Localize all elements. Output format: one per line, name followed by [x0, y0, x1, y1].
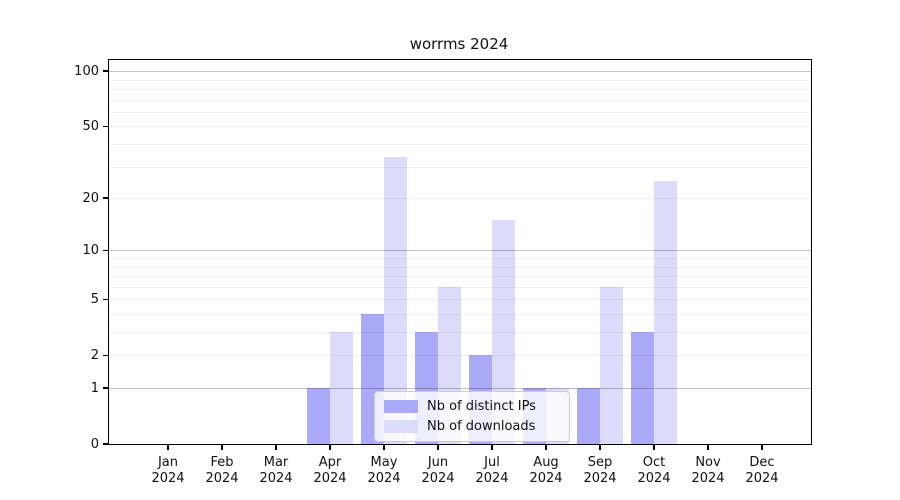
x-tick-year: 2024 — [421, 471, 455, 486]
minor-gridline — [109, 89, 811, 90]
minor-gridline — [109, 111, 811, 113]
x-tick-label: Aug 2024 — [514, 455, 578, 487]
x-tick-month: Jun — [427, 455, 449, 470]
y-tick-mark — [102, 298, 108, 300]
y-tick-label: 50 — [82, 118, 99, 134]
x-tick-year: 2024 — [691, 471, 725, 486]
bar-distinct-ips — [577, 388, 600, 444]
x-tick-label: Apr 2024 — [298, 455, 362, 487]
minor-gridline — [109, 266, 811, 268]
y-tick-label: 0 — [90, 436, 99, 452]
x-tick-label: Sep 2024 — [568, 455, 632, 487]
x-tick-mark — [167, 445, 169, 450]
x-tick-label: May 2024 — [352, 455, 416, 487]
x-tick-month: Dec — [749, 455, 775, 470]
legend-item-distinct-ips: Nb of distinct IPs — [384, 399, 560, 414]
x-tick-year: 2024 — [637, 471, 671, 486]
y-tick-label: 20 — [82, 190, 99, 206]
x-tick-mark — [329, 445, 331, 450]
minor-gridline — [109, 198, 811, 200]
x-tick-mark — [545, 445, 547, 450]
y-tick-mark — [102, 70, 108, 72]
minor-gridline — [109, 126, 811, 128]
x-tick-year: 2024 — [529, 471, 563, 486]
y-tick-mark — [102, 125, 108, 128]
major-gridline — [109, 250, 811, 252]
y-tick-mark — [102, 387, 108, 389]
x-tick-mark — [221, 445, 223, 450]
x-tick-mark — [707, 445, 709, 450]
x-tick-label: Feb 2024 — [190, 455, 254, 487]
x-tick-month: Jul — [484, 455, 500, 470]
x-tick-mark — [383, 445, 385, 450]
minor-gridline — [109, 166, 811, 168]
x-tick-label: Oct 2024 — [622, 455, 686, 487]
x-tick-mark — [491, 445, 493, 450]
bar-downloads — [492, 220, 515, 444]
distinct-ips-swatch-icon — [384, 400, 418, 413]
x-tick-month: Jan — [157, 455, 179, 470]
x-tick-year: 2024 — [259, 471, 293, 486]
y-tick-mark — [102, 197, 108, 199]
x-tick-label: Dec 2024 — [730, 455, 794, 487]
x-tick-mark — [761, 445, 763, 450]
y-tick-mark — [102, 354, 108, 356]
y-tick-label: 100 — [74, 63, 99, 79]
x-tick-year: 2024 — [151, 471, 185, 486]
x-tick-year: 2024 — [367, 471, 401, 486]
x-tick-label: Jan 2024 — [136, 455, 200, 487]
bar-downloads — [654, 180, 677, 444]
x-tick-label: Nov 2024 — [676, 455, 740, 487]
chart-title: worrms 2024 — [409, 35, 509, 53]
x-tick-year: 2024 — [475, 471, 509, 486]
bar-downloads — [330, 332, 353, 444]
legend-label: Nb of distinct IPs — [427, 399, 536, 414]
major-gridline — [109, 71, 811, 73]
y-tick-label: 10 — [82, 242, 99, 258]
minor-gridline — [109, 276, 811, 277]
y-tick-label: 2 — [90, 347, 99, 363]
y-tick-label: 5 — [90, 291, 99, 307]
x-tick-mark — [599, 445, 601, 450]
bar-distinct-ips — [307, 388, 330, 444]
minor-gridline — [109, 258, 811, 259]
x-tick-year: 2024 — [313, 471, 347, 486]
x-tick-mark — [437, 445, 439, 450]
bar-distinct-ips — [631, 332, 654, 444]
x-tick-year: 2024 — [205, 471, 239, 486]
x-tick-month: Mar — [263, 455, 289, 470]
x-tick-year: 2024 — [745, 471, 779, 486]
x-tick-month: Feb — [210, 455, 234, 470]
x-tick-label: Mar 2024 — [244, 455, 308, 487]
y-tick-mark — [102, 443, 108, 445]
legend: Nb of distinct IPs Nb of downloads — [374, 391, 570, 442]
x-tick-month: May — [370, 455, 398, 470]
x-tick-mark — [653, 445, 655, 450]
x-tick-month: Nov — [695, 455, 721, 470]
bar-downloads — [384, 156, 407, 444]
y-tick-label: 1 — [90, 380, 99, 396]
y-tick-mark — [102, 249, 108, 251]
bar-downloads — [600, 286, 623, 444]
x-tick-year: 2024 — [583, 471, 617, 486]
x-tick-month: Sep — [587, 455, 613, 470]
x-tick-mark — [275, 445, 277, 450]
x-tick-label: Jul 2024 — [460, 455, 524, 487]
x-tick-month: Aug — [533, 455, 559, 470]
minor-gridline — [109, 99, 811, 101]
x-tick-label: Jun 2024 — [406, 455, 470, 487]
plot-area: 0 1 2 5 10 20 50 100 Jan 2024 Feb 2024 Mar 2024 Apr 20… — [74, 59, 812, 486]
legend-label: Nb of downloads — [427, 419, 536, 434]
downloads-swatch-icon — [384, 420, 418, 433]
minor-gridline — [109, 144, 811, 145]
minor-gridline — [109, 79, 811, 81]
legend-item-downloads: Nb of downloads — [384, 419, 560, 434]
x-tick-month: Apr — [318, 455, 342, 470]
x-tick-month: Oct — [642, 455, 666, 470]
